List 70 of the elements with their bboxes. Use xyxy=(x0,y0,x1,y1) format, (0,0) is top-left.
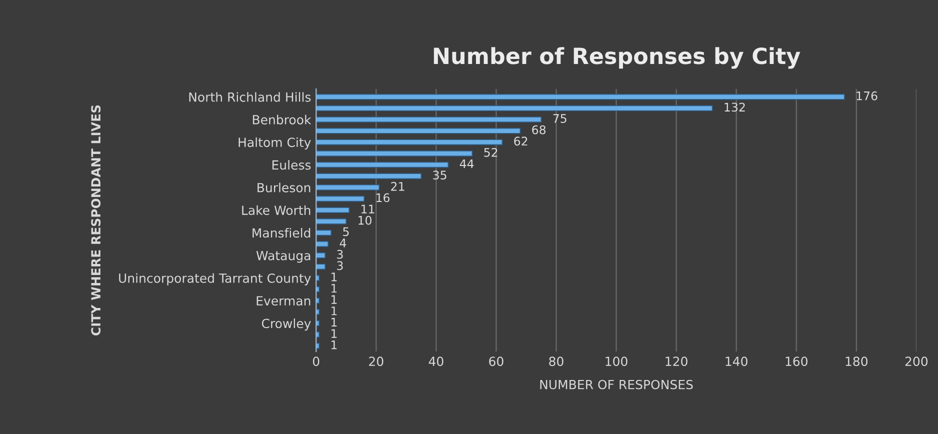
bar xyxy=(316,173,422,180)
data-label: 132 xyxy=(724,102,745,112)
data-label: 52 xyxy=(484,148,498,157)
x-tick-label: 120 xyxy=(666,356,688,366)
data-label: 1 xyxy=(332,329,337,338)
data-label: 10 xyxy=(358,216,372,225)
y-tick-label: Euless xyxy=(272,160,311,170)
bar xyxy=(316,105,713,112)
bar xyxy=(316,264,326,270)
x-tick-label: 20 xyxy=(369,356,384,366)
x-tick-label: 80 xyxy=(549,356,564,366)
bar xyxy=(316,162,449,168)
data-label: 21 xyxy=(391,182,404,191)
data-label: 75 xyxy=(553,114,566,123)
bar xyxy=(316,275,320,281)
data-label: 62 xyxy=(514,136,528,146)
data-label: 1 xyxy=(332,295,337,304)
bar xyxy=(316,342,320,349)
bar xyxy=(316,150,473,156)
bar xyxy=(316,128,521,134)
bar xyxy=(316,298,320,304)
data-label: 44 xyxy=(460,159,474,168)
chart-title: Number of Responses by City xyxy=(434,47,800,69)
x-tick-label: 140 xyxy=(726,356,748,366)
bar xyxy=(316,139,503,146)
y-tick-label: Unincorporated Tarrant County xyxy=(119,273,311,286)
bar xyxy=(316,308,320,315)
data-label: 35 xyxy=(433,170,446,180)
bar xyxy=(316,252,326,258)
data-label: 68 xyxy=(532,125,546,134)
bar xyxy=(316,184,380,190)
data-label: 3 xyxy=(337,250,343,259)
y-tick-label: Benbrook xyxy=(252,114,312,124)
data-label: 1 xyxy=(332,284,337,293)
x-tick-label: 100 xyxy=(606,356,628,366)
y-tick-label: Burleson xyxy=(258,182,310,192)
bar xyxy=(316,230,332,236)
data-label: 1 xyxy=(332,306,337,316)
x-tick-label: 160 xyxy=(786,356,808,366)
bar xyxy=(316,116,542,122)
data-label: 176 xyxy=(856,91,878,100)
bar xyxy=(316,332,320,338)
y-tick-label: North Richland Hills xyxy=(189,92,311,102)
x-tick-label: 180 xyxy=(846,356,868,366)
x-axis-title: NUMBER OF RESPONSES xyxy=(540,380,693,390)
data-label: 5 xyxy=(343,227,349,236)
x-tick-label: 0 xyxy=(312,356,320,366)
y-tick-label: Mansfield xyxy=(252,228,310,238)
data-label: 11 xyxy=(362,204,374,214)
bar xyxy=(316,207,350,214)
x-tick-label: 60 xyxy=(489,356,504,366)
y-tick-label: Everman xyxy=(256,296,310,306)
data-label: 1 xyxy=(332,318,337,327)
data-label: 16 xyxy=(376,193,390,202)
data-label: 3 xyxy=(337,261,343,270)
y-tick-label: Haltom City xyxy=(238,137,311,150)
bar xyxy=(316,241,329,247)
data-label: 4 xyxy=(340,238,346,248)
data-label: 1 xyxy=(332,340,337,350)
bar xyxy=(316,196,365,202)
x-tick-label: 40 xyxy=(428,356,444,366)
x-tick-label: 200 xyxy=(905,356,928,366)
bar xyxy=(316,94,845,100)
y-axis-title: CITY WHERE RESPONDANT LIVES xyxy=(91,105,101,336)
y-tick-label: Lake Worth xyxy=(242,205,310,215)
y-tick-label: Watauga xyxy=(256,250,310,263)
data-label: 1 xyxy=(332,272,337,282)
bar xyxy=(316,218,347,224)
y-tick-label: Crowley xyxy=(262,318,311,331)
bar xyxy=(316,286,320,292)
